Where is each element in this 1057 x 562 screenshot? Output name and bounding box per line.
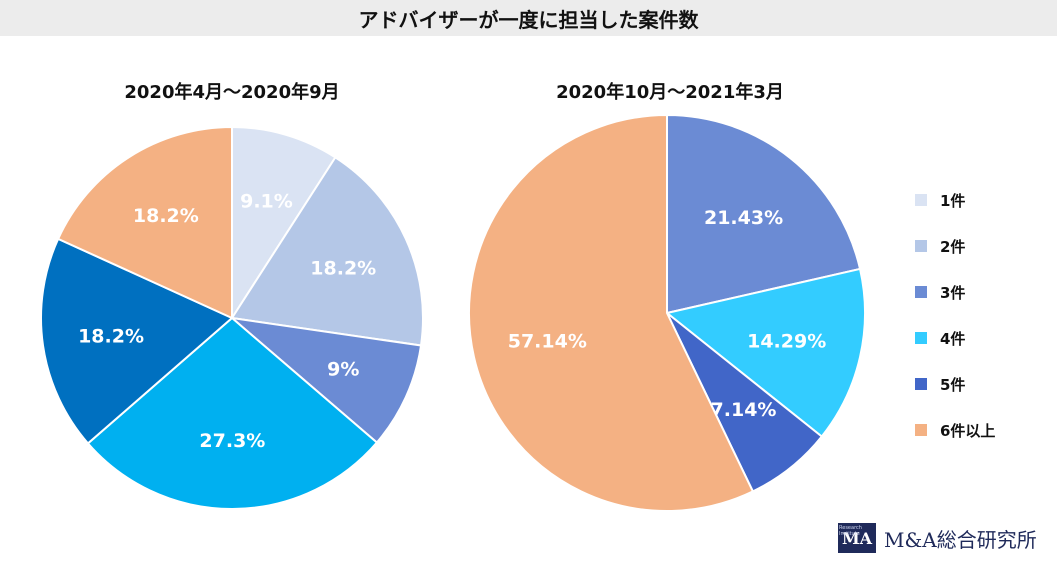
pie-left-slice-4 (40, 237, 234, 445)
pie-right-slice-label-0: 21.43% (704, 207, 783, 229)
legend-label-3: 4件 (940, 330, 965, 348)
legend-swatch-1 (915, 240, 927, 252)
legend: 1件 2件 3件 4件 5件 6件以上 (915, 192, 995, 440)
pie-left-slice-label-3: 27.3% (199, 430, 265, 452)
pie-right-slice-0 (666, 113, 862, 315)
pie-left-slice-label-0: 9.1% (240, 191, 293, 213)
pie-right: 21.43% 14.29% 7.14% 57.14% (468, 113, 866, 512)
brand-logo: Research Institute MA M&A総合研究所 (838, 522, 1037, 554)
brand-mark-small-text: Research Institute (839, 525, 862, 537)
page-title: アドバイザーが一度に担当した案件数 (358, 7, 699, 32)
pie-left-slice-label-4: 18.2% (78, 326, 144, 348)
pie-left-slice-1 (230, 155, 424, 347)
legend-label-2: 3件 (940, 284, 965, 302)
pie-left-slice-0 (231, 125, 337, 322)
legend-swatch-4 (915, 378, 927, 390)
legend-swatch-3 (915, 332, 927, 344)
legend-label-5: 6件以上 (940, 422, 995, 440)
pie-right-slice-label-2: 7.14% (711, 399, 777, 421)
pie-right-title: 2020年10月～2021年3月 (556, 81, 784, 103)
pie-left-slice-label-1: 18.2% (310, 257, 376, 279)
pie-left-title: 2020年4月～2020年9月 (124, 81, 339, 103)
pie-left-slice-2 (228, 316, 423, 444)
legend-label-4: 5件 (940, 376, 965, 394)
pie-left: 9.1% 18.2% 9% 27.3% 18.2% 18.2% (40, 125, 424, 510)
pie-right-slice-label-1: 14.29% (747, 330, 826, 352)
brand-name: M&A総合研究所 (884, 527, 1037, 552)
pie-left-slice-5 (56, 125, 233, 320)
legend-swatch-0 (915, 194, 927, 206)
page-title-bar: アドバイザーが一度に担当した案件数 (0, 0, 1057, 36)
pie-left-slice-label-5: 18.2% (133, 205, 199, 227)
legend-label-0: 1件 (940, 192, 965, 210)
pie-left-slice-3 (86, 316, 379, 510)
pie-right-slice-3 (468, 113, 755, 512)
legend-swatch-5 (915, 424, 927, 436)
legend-swatch-2 (915, 286, 927, 298)
pie-left-slice-label-2: 9% (327, 359, 359, 381)
pie-right-slice-label-3: 57.14% (508, 330, 587, 352)
legend-label-1: 2件 (940, 238, 965, 256)
brand-mark-letters: MA (841, 528, 873, 548)
pie-right-slice-1 (664, 267, 866, 438)
brand-mark-icon: Research Institute MA (838, 523, 876, 553)
